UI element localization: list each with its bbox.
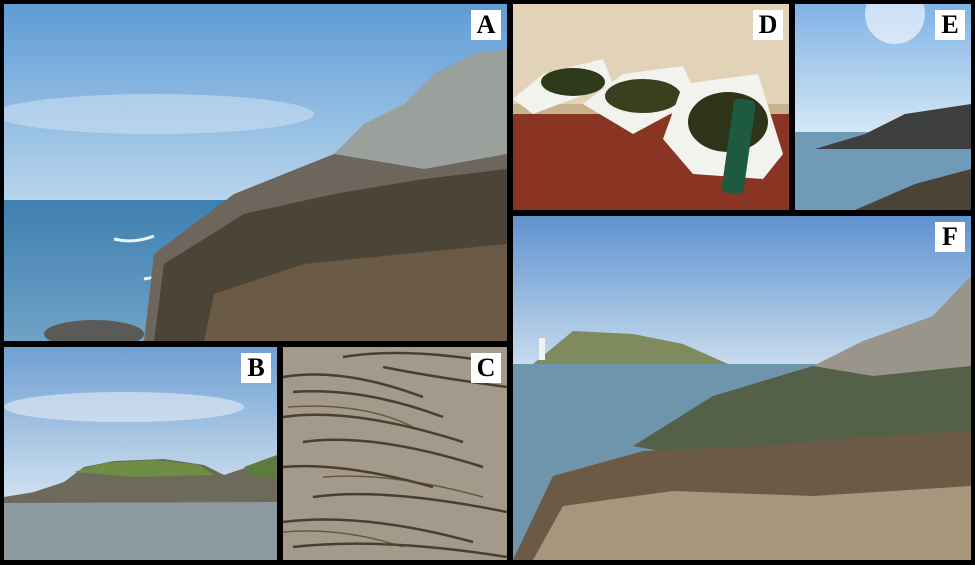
panel-d-photo <box>513 4 789 210</box>
panel-label: A <box>471 10 501 40</box>
panel-d: D <box>513 4 789 210</box>
panel-label: C <box>471 353 501 383</box>
panel-e: E <box>795 4 971 210</box>
panel-label: F <box>935 222 965 252</box>
panel-f-photo <box>513 216 971 560</box>
panel-f: F <box>513 216 971 560</box>
panel-b: B <box>4 347 277 560</box>
panel-c-photo <box>283 347 507 560</box>
panel-label: B <box>241 353 271 383</box>
panel-a-photo <box>4 4 507 341</box>
panel-label: E <box>935 10 965 40</box>
panel-c: C <box>283 347 507 560</box>
panel-a: A <box>4 4 507 341</box>
panel-b-photo <box>4 347 277 560</box>
panel-label: D <box>753 10 783 40</box>
